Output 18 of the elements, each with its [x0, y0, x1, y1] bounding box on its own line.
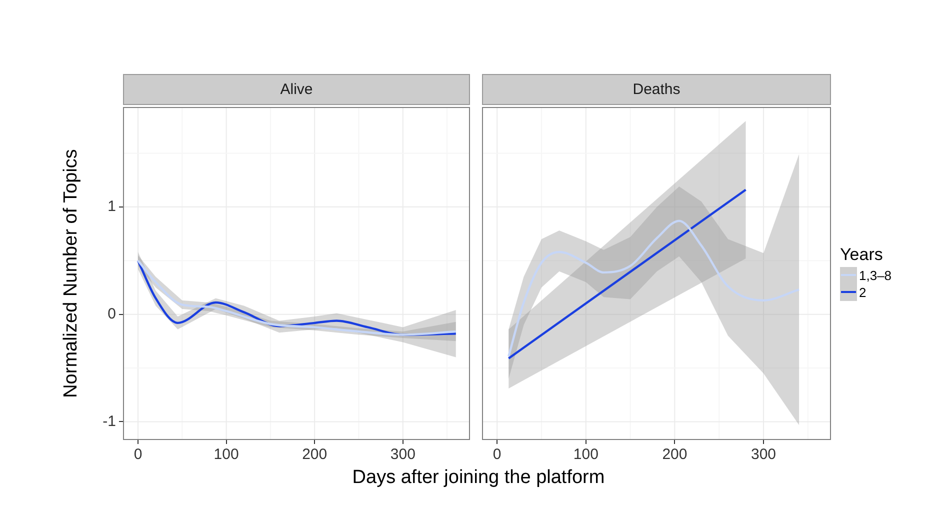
- chart-title: Alive: [280, 81, 313, 98]
- x-tick-label: 100: [214, 446, 239, 464]
- y-tick-label: 1: [108, 198, 116, 216]
- y-axis-title: Normalized Number of Topics: [60, 149, 82, 398]
- x-tick-label: 0: [134, 446, 142, 464]
- legend-label: 2: [859, 285, 866, 300]
- legend-title: Years: [840, 245, 884, 265]
- legend-label: 1,3–8: [859, 268, 892, 283]
- x-tick-label: 200: [302, 446, 328, 464]
- x-tick-label: 100: [573, 446, 598, 464]
- x-tick-label: 0: [492, 446, 502, 464]
- x-tick-label: 300: [390, 446, 416, 464]
- y-tick-label: 0: [108, 305, 116, 322]
- x-tick-label: 300: [750, 446, 776, 464]
- y-tick-label: -1: [102, 412, 116, 430]
- chart-title: Deaths: [632, 81, 680, 98]
- x-tick-label: 200: [662, 446, 688, 464]
- x-axis-title: Days after joining the platform: [351, 467, 606, 489]
